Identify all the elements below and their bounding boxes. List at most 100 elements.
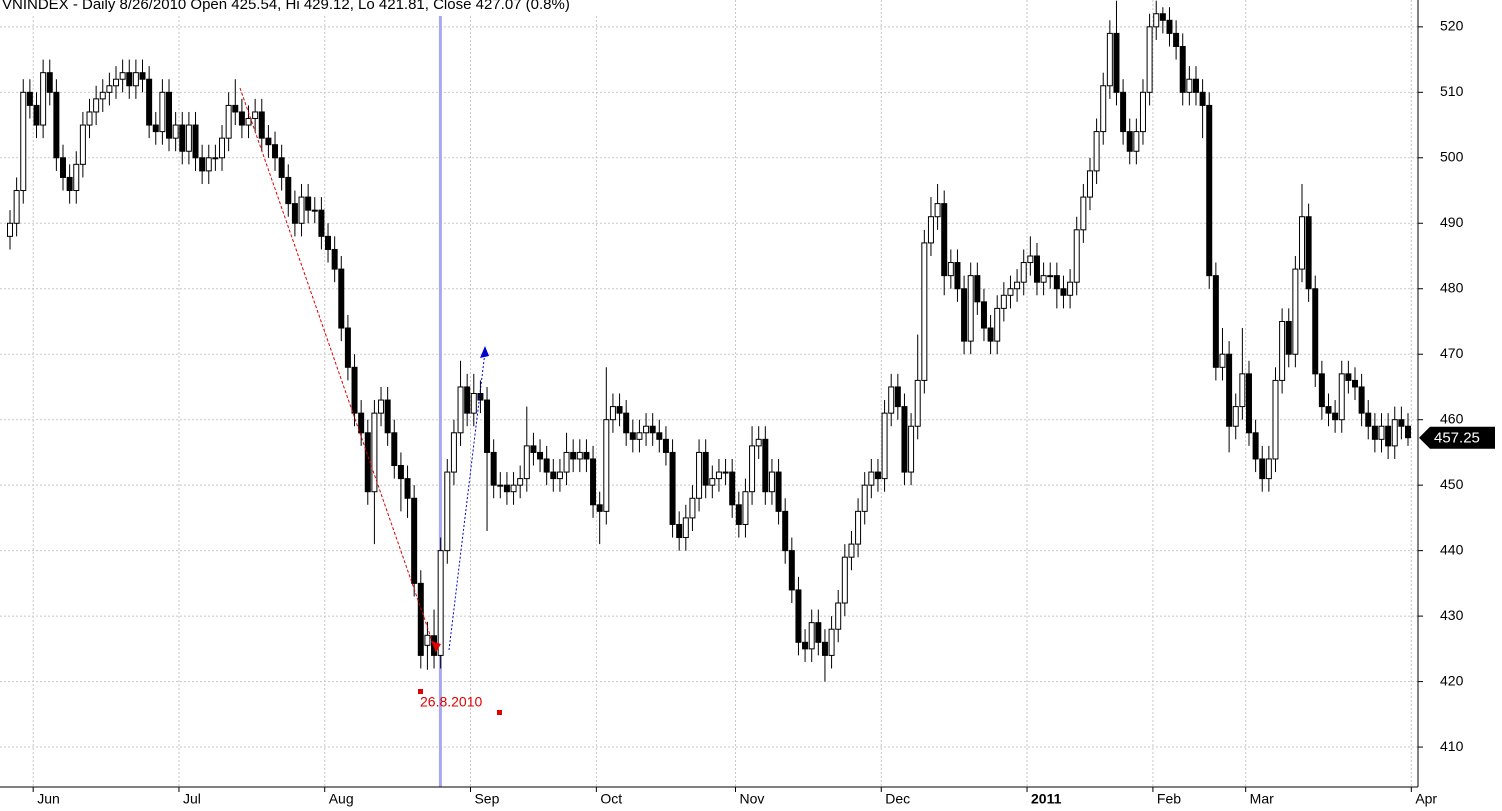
candle-body bbox=[974, 275, 981, 303]
candle-body bbox=[1192, 78, 1199, 93]
x-tick-label: Dec bbox=[885, 791, 910, 807]
y-tick-label: 520 bbox=[1440, 18, 1464, 34]
candle-body bbox=[715, 471, 722, 480]
candle-body bbox=[841, 556, 848, 604]
candle-body bbox=[338, 268, 345, 329]
candle-body bbox=[1086, 170, 1093, 198]
x-tick-label: Jun bbox=[37, 791, 60, 807]
candle-body bbox=[1146, 26, 1153, 93]
x-tick-label: Nov bbox=[740, 791, 765, 807]
last-price-label: 457.25 bbox=[1434, 430, 1480, 447]
candle-body bbox=[530, 445, 537, 453]
candle-body bbox=[285, 176, 292, 205]
candle-body bbox=[13, 190, 20, 224]
candle-body bbox=[258, 111, 265, 139]
candle-body bbox=[980, 301, 987, 329]
candle-body bbox=[1106, 32, 1113, 87]
candle-body bbox=[1179, 45, 1186, 93]
candle-body bbox=[643, 425, 650, 434]
candle-body bbox=[1120, 91, 1127, 133]
candle-body bbox=[1173, 32, 1180, 47]
candle-body bbox=[212, 157, 219, 160]
candle-body bbox=[662, 438, 669, 453]
candle-body bbox=[914, 379, 921, 427]
candle-body bbox=[1265, 458, 1272, 480]
candle-body bbox=[881, 412, 888, 480]
candle-body bbox=[848, 543, 855, 558]
candle-body bbox=[775, 471, 782, 512]
candle-body bbox=[79, 124, 86, 165]
candle-body bbox=[570, 451, 577, 460]
candle-body bbox=[172, 124, 179, 139]
candle-body bbox=[411, 497, 418, 584]
candle-body bbox=[113, 78, 120, 87]
candle-body bbox=[1139, 91, 1146, 133]
candle-body bbox=[1332, 412, 1339, 421]
arrow-head bbox=[480, 346, 489, 358]
candle-body bbox=[1325, 406, 1332, 414]
candle-body bbox=[596, 504, 603, 512]
candle-body bbox=[795, 589, 802, 643]
x-tick-label: Apr bbox=[1415, 791, 1437, 807]
candle-body bbox=[53, 91, 60, 159]
candle-body bbox=[1259, 458, 1266, 480]
y-tick-label: 430 bbox=[1440, 607, 1464, 623]
candle-body bbox=[967, 275, 974, 342]
candle-body bbox=[742, 491, 749, 525]
x-tick-label: Oct bbox=[600, 791, 622, 807]
candle-body bbox=[1318, 373, 1325, 408]
candle-body bbox=[1186, 78, 1193, 93]
candle-body bbox=[1385, 425, 1392, 447]
candle-body bbox=[656, 432, 663, 440]
candle-body bbox=[941, 203, 948, 277]
candle-body bbox=[1040, 275, 1047, 283]
candle-body bbox=[821, 641, 828, 656]
candle-body bbox=[1365, 412, 1372, 427]
candle-body bbox=[802, 641, 809, 650]
y-tick-label: 470 bbox=[1440, 345, 1464, 361]
candle-body bbox=[33, 104, 40, 126]
candle-body bbox=[934, 203, 941, 218]
candle-body bbox=[185, 124, 192, 152]
candle-body bbox=[497, 484, 504, 487]
candle-body bbox=[550, 471, 557, 480]
y-tick-label: 460 bbox=[1440, 410, 1464, 426]
candle-body bbox=[729, 471, 736, 506]
y-tick-label: 440 bbox=[1440, 541, 1464, 557]
candle-body bbox=[894, 386, 901, 408]
candle-body bbox=[1405, 425, 1411, 439]
candle-body bbox=[1067, 281, 1074, 296]
candle-body bbox=[444, 471, 451, 552]
candle-body bbox=[583, 451, 590, 460]
candle-body bbox=[947, 262, 954, 277]
candle-body bbox=[676, 523, 683, 539]
candle-body bbox=[272, 144, 279, 159]
annotation-handle bbox=[497, 710, 502, 715]
title-background bbox=[0, 0, 700, 16]
candle-body bbox=[311, 209, 318, 212]
candle-body bbox=[868, 471, 875, 486]
candle-body bbox=[484, 399, 491, 453]
y-tick-label: 480 bbox=[1440, 279, 1464, 295]
candle-body bbox=[755, 438, 762, 447]
candle-body bbox=[696, 451, 703, 499]
candle-body bbox=[1100, 85, 1107, 133]
candle-body bbox=[252, 111, 259, 120]
candle-body bbox=[132, 72, 139, 87]
candle-body bbox=[1345, 373, 1352, 381]
candle-body bbox=[325, 235, 332, 250]
candle-body bbox=[437, 550, 444, 656]
candle-body bbox=[199, 157, 206, 172]
candle-body bbox=[1305, 216, 1312, 290]
candle-body bbox=[908, 425, 915, 473]
candle-body bbox=[106, 85, 113, 93]
candle-body bbox=[477, 393, 484, 401]
x-tick-label: Sep bbox=[474, 791, 499, 807]
candle-body bbox=[1398, 419, 1405, 427]
candle-body bbox=[1312, 288, 1319, 375]
candle-body bbox=[616, 406, 623, 414]
candle-body bbox=[523, 445, 530, 480]
candle-body bbox=[384, 399, 391, 434]
annotation: 26.8.2010 bbox=[420, 694, 482, 710]
candle-body bbox=[1219, 353, 1226, 368]
